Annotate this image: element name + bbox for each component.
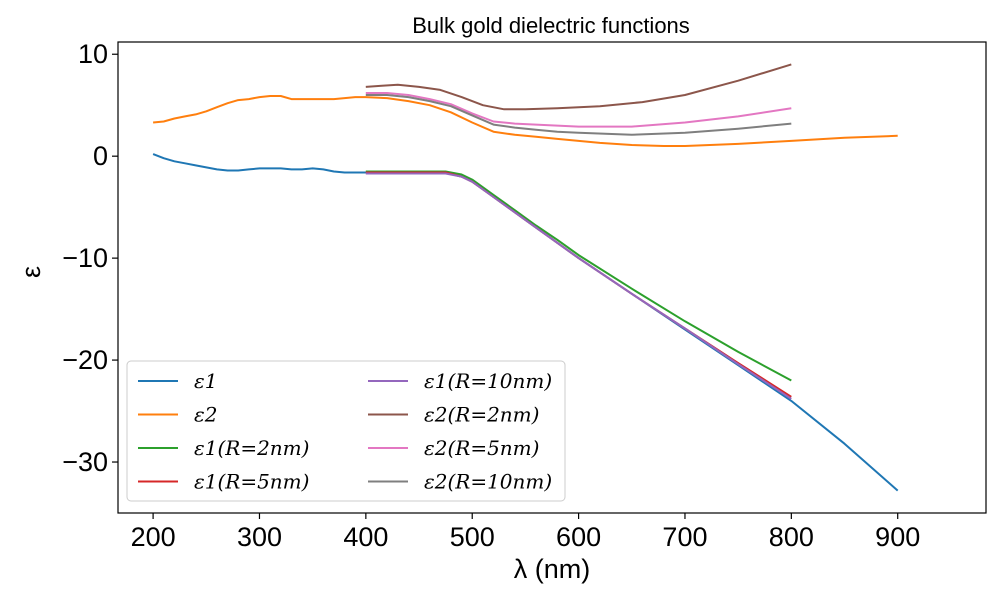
- legend-label: ε2(R=5nm): [424, 436, 539, 460]
- legend-label: ε2: [194, 403, 217, 427]
- legend-label: ε2(R=2nm): [424, 403, 539, 427]
- x-tick-label: 300: [237, 522, 282, 552]
- x-tick-label: 900: [875, 522, 920, 552]
- legend-label: ε1(R=2nm): [194, 436, 309, 460]
- legend-label: ε1: [194, 369, 217, 393]
- plot-frame: [117, 41, 987, 514]
- y-tick-label: −20: [62, 345, 108, 375]
- legend-label: ε1(R=5nm): [194, 470, 309, 494]
- legend: ε1 ε2 ε1(R=2nm) ε1(R=5nm) ε1(R=10nm) ε2(R=2nm…: [126, 360, 566, 502]
- y-axis-label: ε: [16, 266, 46, 278]
- series-line-2: [365, 170, 792, 382]
- y-tick-label: −30: [62, 447, 108, 477]
- series-line-5: [365, 63, 792, 111]
- y-tick-label: 10: [78, 39, 108, 69]
- series-line-1: [153, 95, 898, 147]
- x-tick-label: 600: [556, 522, 601, 552]
- series-line-7: [365, 94, 792, 136]
- chart-title: Bulk gold dielectric functions: [412, 13, 690, 38]
- series-line-4: [365, 172, 792, 400]
- x-axis: 200 300 400 500 600 700 800 900: [131, 513, 920, 552]
- x-tick-label: 500: [450, 522, 495, 552]
- y-tick-label: −10: [62, 243, 108, 273]
- x-tick-label: 800: [769, 522, 814, 552]
- legend-label: ε2(R=10nm): [424, 470, 552, 494]
- x-axis-label: λ (nm): [514, 554, 591, 584]
- y-axis: 10 0 −10 −20 −30: [62, 39, 118, 477]
- plot-lines: [152, 63, 899, 492]
- legend-frame: [126, 360, 566, 502]
- x-tick-label: 200: [131, 522, 176, 552]
- x-tick-label: 700: [662, 522, 707, 552]
- series-line-6: [365, 92, 792, 128]
- x-tick-label: 400: [343, 522, 388, 552]
- legend-label: ε1(R=10nm): [424, 369, 552, 393]
- y-tick-label: 0: [93, 141, 108, 171]
